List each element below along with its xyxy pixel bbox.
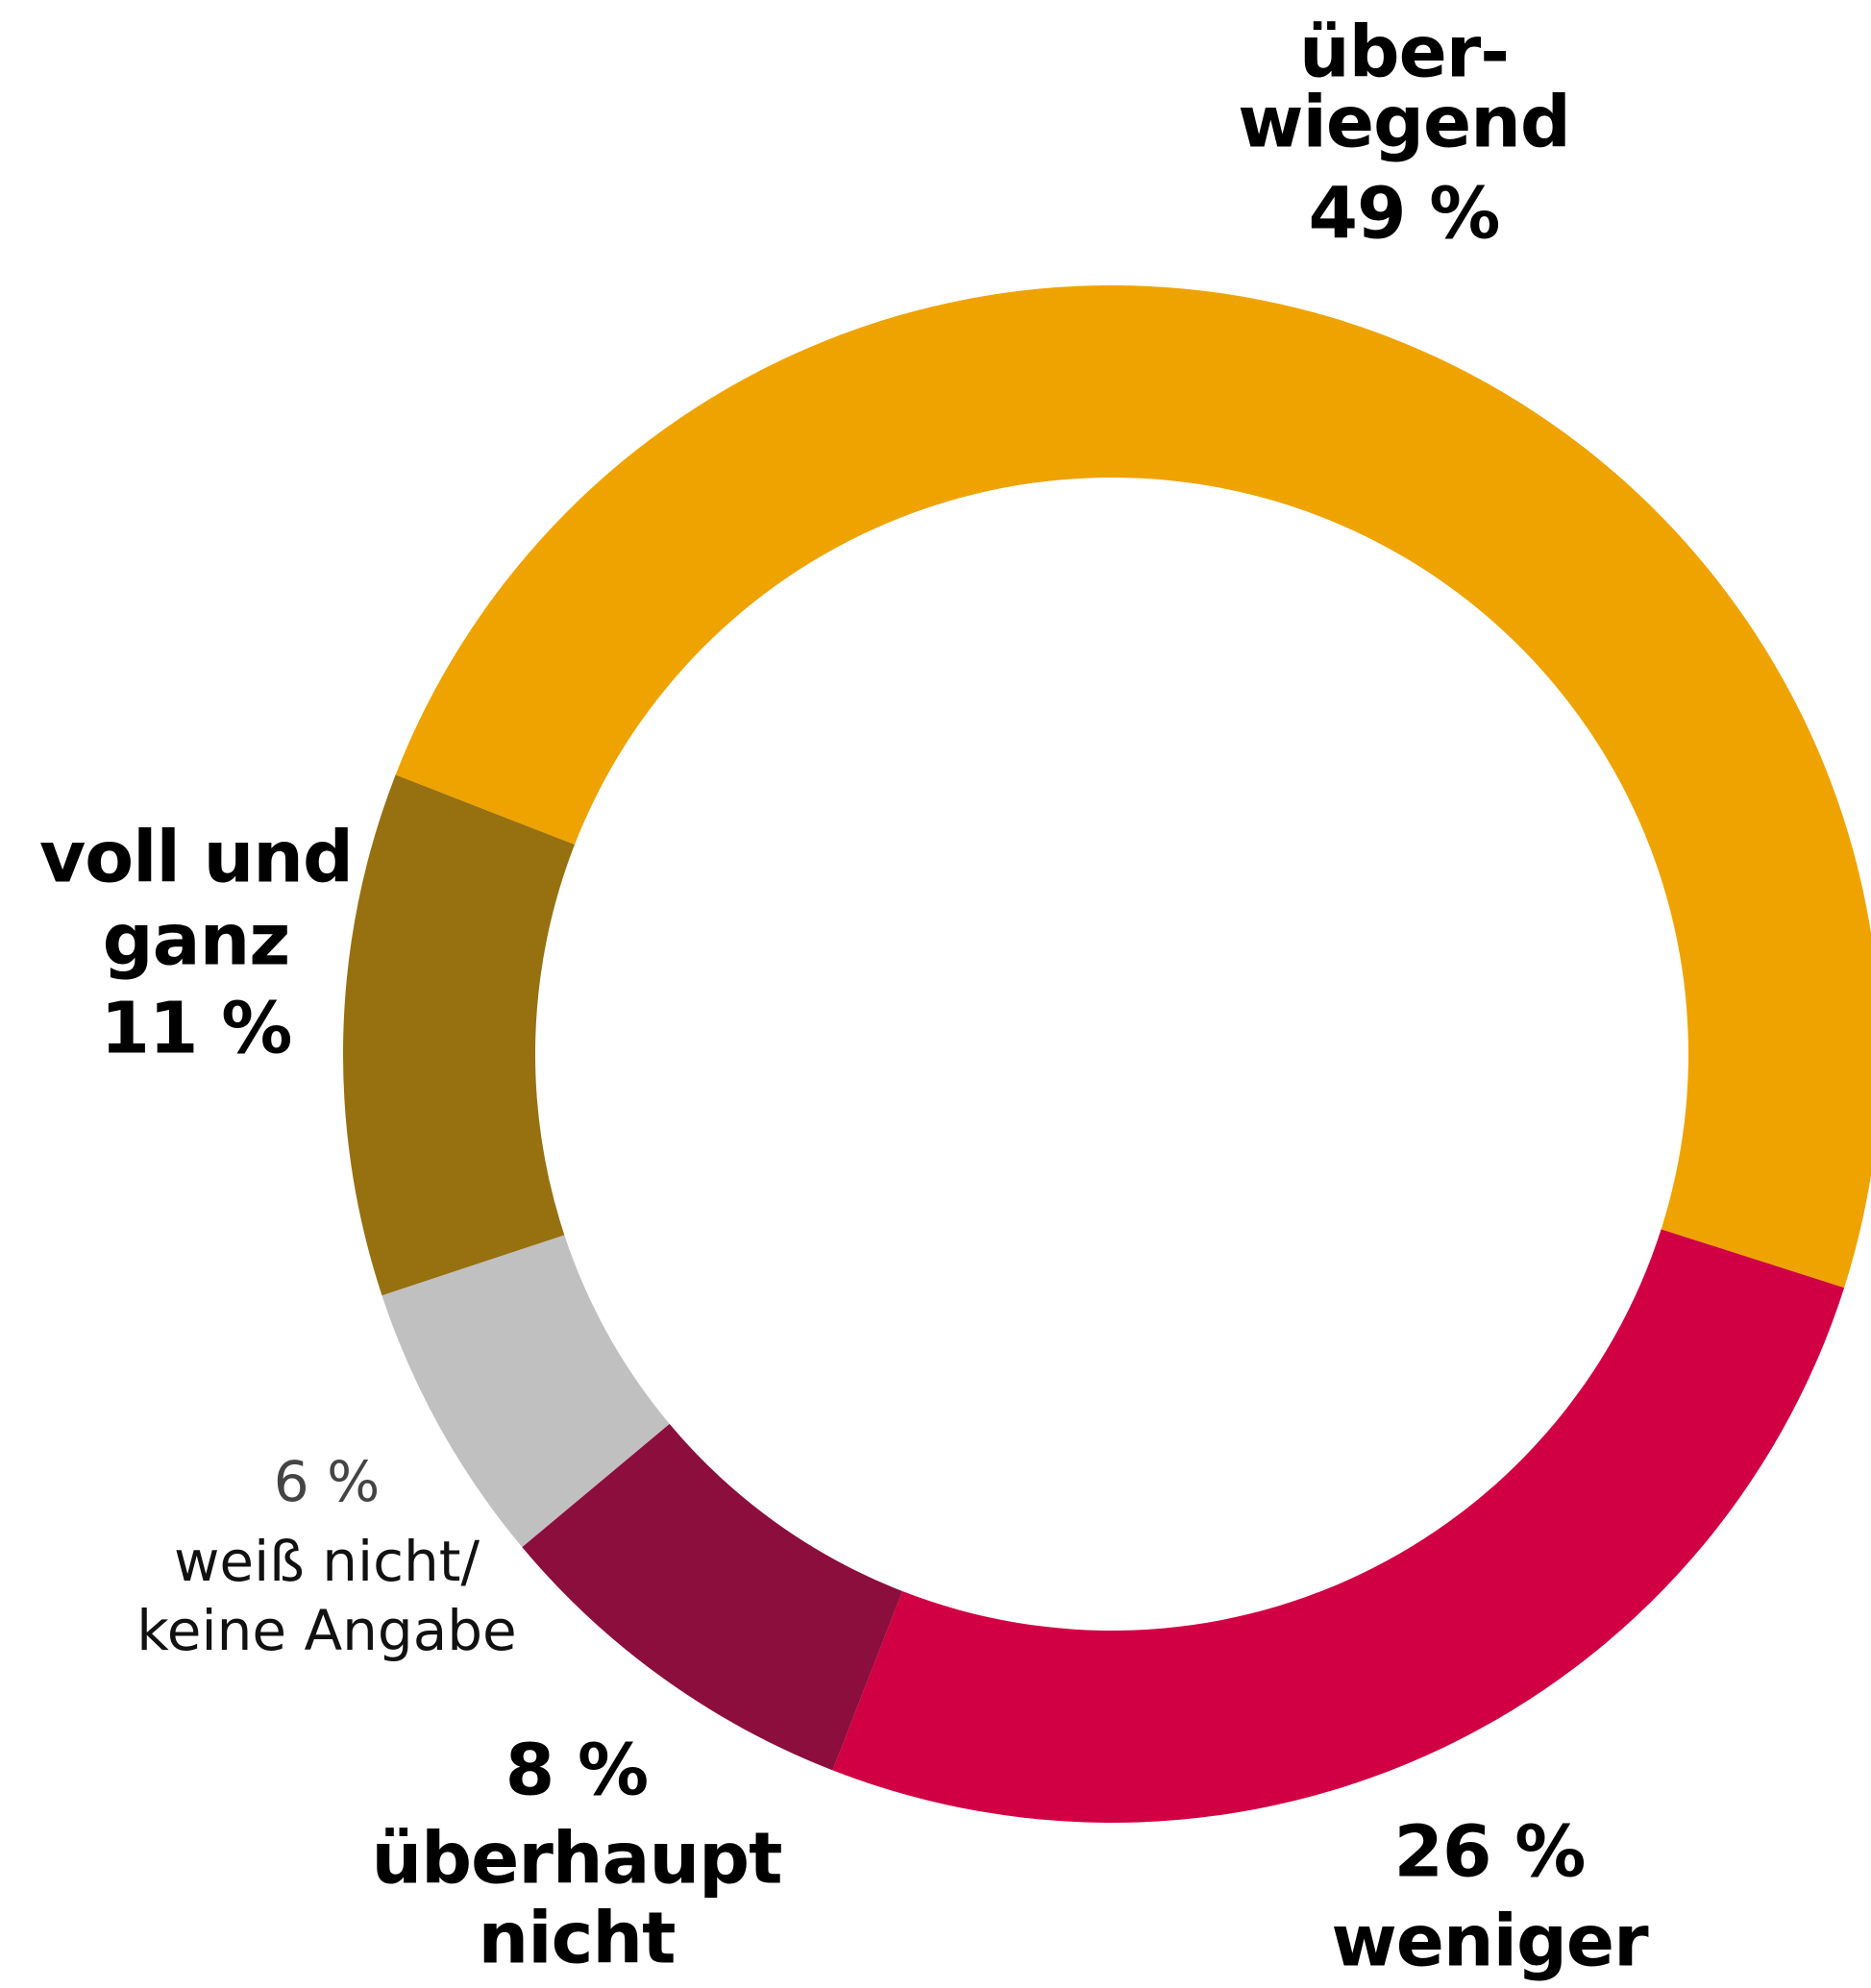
- donut-segment: [343, 774, 575, 1296]
- category-label: voll und: [39, 817, 353, 899]
- donut-segment: [522, 1423, 903, 1771]
- category-label: weiß nicht/: [174, 1529, 480, 1594]
- donut-segment: [382, 1235, 670, 1548]
- category-label: weniger: [1331, 1901, 1649, 1983]
- value-label: 11 %: [101, 988, 292, 1070]
- donut-segment: [832, 1229, 1845, 1823]
- category-label: wiegend: [1238, 82, 1570, 164]
- category-label: ganz: [103, 899, 290, 982]
- value-label: 49 %: [1309, 173, 1500, 256]
- category-label: keine Angabe: [136, 1598, 517, 1663]
- category-label: über-: [1299, 12, 1509, 94]
- category-label: überhaupt: [372, 1818, 782, 1901]
- donut-segment: [395, 284, 1871, 1289]
- category-label: nicht: [479, 1898, 676, 1980]
- value-label: 26 %: [1394, 1811, 1586, 1894]
- value-label: 6 %: [274, 1449, 380, 1514]
- value-label: 8 %: [505, 1730, 648, 1812]
